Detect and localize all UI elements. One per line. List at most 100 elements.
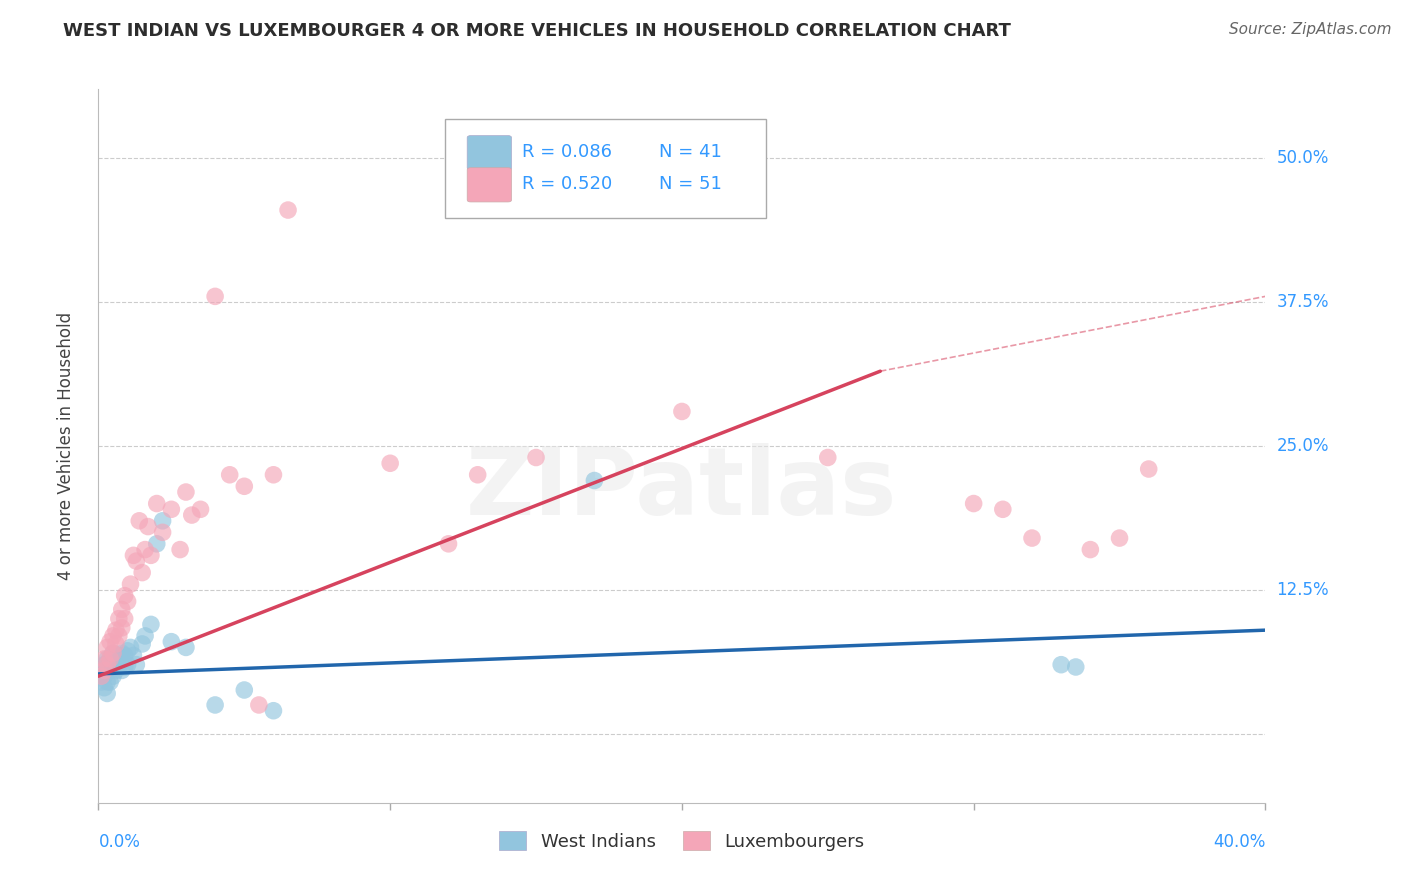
Point xyxy=(1021,531,1043,545)
Point xyxy=(111,664,134,678)
FancyBboxPatch shape xyxy=(467,136,512,169)
Text: Source: ZipAtlas.com: Source: ZipAtlas.com xyxy=(1229,22,1392,37)
Point xyxy=(1080,542,1102,557)
Point xyxy=(152,525,174,540)
Point xyxy=(101,646,124,660)
Point xyxy=(120,640,142,655)
Point xyxy=(437,537,460,551)
Text: N = 41: N = 41 xyxy=(658,143,721,161)
Point xyxy=(104,637,127,651)
Point xyxy=(1064,660,1087,674)
Point xyxy=(90,675,112,690)
Point xyxy=(93,657,115,672)
Point xyxy=(277,202,299,217)
FancyBboxPatch shape xyxy=(467,168,512,202)
Point xyxy=(146,497,169,511)
Point xyxy=(204,698,226,712)
FancyBboxPatch shape xyxy=(446,120,766,218)
Point xyxy=(180,508,202,522)
Point xyxy=(114,660,136,674)
Point xyxy=(101,629,124,643)
Point xyxy=(98,652,121,666)
Point xyxy=(90,669,112,683)
Point xyxy=(96,652,118,666)
Point xyxy=(190,502,212,516)
Text: 50.0%: 50.0% xyxy=(1277,149,1329,168)
Point xyxy=(117,594,139,608)
Point xyxy=(134,542,156,557)
Point xyxy=(136,519,159,533)
Point xyxy=(139,617,162,632)
Point xyxy=(1050,657,1073,672)
Point xyxy=(122,549,145,563)
Point xyxy=(817,450,839,465)
Text: 37.5%: 37.5% xyxy=(1277,293,1329,311)
Point xyxy=(174,640,197,655)
Point xyxy=(108,629,131,643)
Point xyxy=(583,474,606,488)
Point xyxy=(117,644,139,658)
Text: WEST INDIAN VS LUXEMBOURGER 4 OR MORE VEHICLES IN HOUSEHOLD CORRELATION CHART: WEST INDIAN VS LUXEMBOURGER 4 OR MORE VE… xyxy=(63,22,1011,40)
Point xyxy=(96,675,118,690)
Point xyxy=(98,664,121,678)
Point xyxy=(120,577,142,591)
Point xyxy=(108,648,131,663)
Point xyxy=(991,502,1014,516)
Point xyxy=(131,637,153,651)
Text: 40.0%: 40.0% xyxy=(1213,833,1265,851)
Point xyxy=(1137,462,1160,476)
Point xyxy=(125,657,148,672)
Point xyxy=(122,648,145,663)
Point xyxy=(233,479,256,493)
Text: R = 0.520: R = 0.520 xyxy=(522,175,612,193)
Point xyxy=(93,681,115,695)
Point xyxy=(114,648,136,663)
Legend: West Indians, Luxembourgers: West Indians, Luxembourgers xyxy=(492,824,872,858)
Point xyxy=(96,664,118,678)
Point xyxy=(467,467,489,482)
Point xyxy=(1108,531,1130,545)
Point xyxy=(169,542,191,557)
Point xyxy=(114,589,136,603)
Point xyxy=(262,704,284,718)
Point xyxy=(146,537,169,551)
Point xyxy=(114,612,136,626)
Point xyxy=(117,657,139,672)
Point xyxy=(96,640,118,655)
Point xyxy=(96,657,118,672)
Text: R = 0.086: R = 0.086 xyxy=(522,143,612,161)
Text: 0.0%: 0.0% xyxy=(98,833,141,851)
Text: 25.0%: 25.0% xyxy=(1277,437,1329,455)
Point xyxy=(134,629,156,643)
Point xyxy=(108,612,131,626)
Point xyxy=(98,652,121,666)
Point xyxy=(160,502,183,516)
Point xyxy=(111,646,134,660)
Point xyxy=(104,652,127,666)
Point xyxy=(111,602,134,616)
Point xyxy=(962,497,984,511)
Point xyxy=(204,289,226,303)
Point xyxy=(96,686,118,700)
Point xyxy=(98,634,121,648)
Text: N = 51: N = 51 xyxy=(658,175,721,193)
Point xyxy=(128,514,150,528)
Point xyxy=(174,485,197,500)
Point xyxy=(152,514,174,528)
Text: 12.5%: 12.5% xyxy=(1277,581,1329,599)
Point xyxy=(101,669,124,683)
Point xyxy=(101,646,124,660)
Point xyxy=(380,456,402,470)
Point xyxy=(104,623,127,637)
Point xyxy=(111,621,134,635)
Point xyxy=(108,660,131,674)
Point xyxy=(101,657,124,672)
Point xyxy=(125,554,148,568)
Point xyxy=(131,566,153,580)
Point xyxy=(93,664,115,678)
Text: ZIPatlas: ZIPatlas xyxy=(467,442,897,535)
Point xyxy=(98,675,121,690)
Point xyxy=(139,549,162,563)
Y-axis label: 4 or more Vehicles in Household: 4 or more Vehicles in Household xyxy=(56,312,75,580)
Point xyxy=(218,467,240,482)
